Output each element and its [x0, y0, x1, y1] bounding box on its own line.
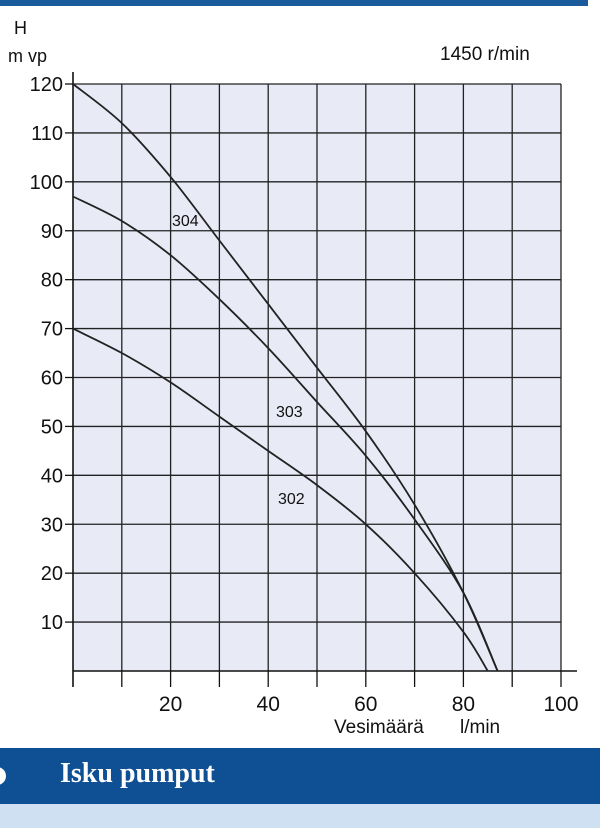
section-header-bar: Isku pumput [0, 748, 600, 804]
series-label-303: 303 [276, 404, 303, 421]
y-tick-label: 50 [41, 416, 63, 438]
y-axis-title: H [14, 18, 27, 38]
y-axis-unit: m vp [8, 46, 47, 66]
x-axis-title: Vesimäärä [334, 717, 424, 738]
axes: 20 40 60 80 100 10 20 30 40 50 60 70 80 90 100 110 120 [30, 72, 579, 716]
y-tick-label: 10 [41, 612, 63, 634]
y-tick-label: 70 [41, 319, 63, 341]
top-rule [0, 0, 588, 6]
pump-curve-chart: 20 40 60 80 100 10 20 30 40 50 60 70 80 90 100 110 120 H… [8, 18, 579, 738]
y-tick-label: 110 [31, 123, 63, 145]
y-tick-label: 90 [41, 221, 63, 243]
curve-303 [72, 195, 499, 672]
x-tick-label: 100 [543, 693, 578, 716]
y-tick-label: 60 [41, 368, 63, 390]
x-tick-label: 80 [452, 693, 475, 716]
section-title: Isku pumput [60, 758, 215, 789]
y-tick-label: 30 [41, 514, 63, 536]
x-tick-label: 60 [354, 693, 377, 716]
speed-annotation: 1450 r/min [440, 44, 530, 65]
y-tick-label: 100 [30, 172, 63, 194]
x-tick-label: 40 [257, 693, 280, 716]
section-marker [0, 767, 6, 785]
series-label-302: 302 [278, 491, 305, 508]
curve-304 [72, 83, 499, 672]
x-axis-unit: l/min [460, 717, 500, 738]
y-tick-label: 120 [30, 74, 63, 96]
y-tick-label: 40 [41, 465, 63, 487]
x-tick-label: 20 [159, 693, 182, 716]
curves [72, 83, 499, 672]
curve-302 [72, 327, 489, 672]
y-tick-label: 20 [41, 563, 63, 585]
series-label-304: 304 [172, 213, 199, 230]
bottom-strip [0, 804, 600, 828]
y-tick-label: 80 [41, 270, 63, 292]
